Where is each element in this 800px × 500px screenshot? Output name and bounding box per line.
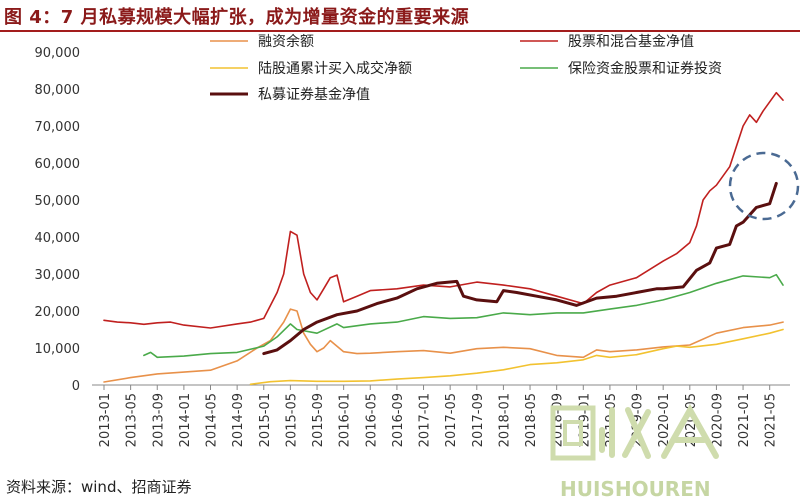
chart-title: 图 4：7 月私募规模大幅扩张，成为增量资金的重要来源: [4, 7, 470, 28]
legend-label-2: 股票和混合基金净值: [568, 33, 694, 50]
x-tick-label: 2014-09: [231, 393, 246, 447]
source-note: 资料来源：wind、招商证券: [6, 478, 192, 496]
x-tick-label: 2015-09: [311, 393, 326, 447]
x-tick-label: 2020-01: [657, 393, 672, 447]
x-tick-label: 2013-01: [98, 393, 113, 447]
y-tick-label: 90,000: [35, 46, 81, 61]
legend-label-5: 私募证券基金净值: [258, 86, 370, 103]
x-tick-label: 2016-09: [391, 393, 406, 447]
x-tick-label: 2017-09: [471, 393, 486, 447]
y-tick-label: 40,000: [35, 231, 81, 246]
watermark-logo-person: [661, 403, 719, 459]
series-line-3: [249, 328, 784, 386]
y-tick-label: 60,000: [35, 157, 81, 172]
series-line-5: [262, 181, 778, 356]
x-tick-label: 2017-01: [418, 393, 433, 447]
y-tick-label: 50,000: [35, 194, 81, 209]
series-line-1: [103, 308, 784, 383]
x-tick-label: 2018-01: [497, 393, 512, 447]
x-tick-label: 2014-01: [178, 393, 193, 447]
series-line-2: [103, 91, 784, 329]
legend-label-3: 陆股通累计买入成交净额: [258, 60, 412, 77]
y-tick-label: 80,000: [35, 83, 81, 98]
legend-label-4: 保险资金股票和证券投资: [568, 61, 722, 77]
legend-label-1: 融资余额: [258, 33, 314, 50]
x-tick-label: 2017-05: [444, 393, 459, 447]
title-divider: [0, 30, 800, 32]
x-tick-label: 2015-01: [258, 393, 273, 447]
y-tick-label: 30,000: [35, 268, 81, 283]
x-tick-label: 2021-01: [737, 393, 752, 447]
y-tick-label: 10,000: [35, 342, 81, 357]
y-tick-label: 70,000: [35, 120, 81, 135]
highlight-circle: [728, 151, 800, 221]
x-tick-label: 2014-05: [205, 393, 220, 447]
x-tick-label: 2016-05: [364, 393, 379, 447]
x-tick-label: 2016-01: [338, 393, 353, 447]
y-tick-label: 20,000: [35, 305, 81, 320]
x-tick-label: 2013-05: [125, 393, 140, 447]
series-line-4: [143, 273, 784, 359]
watermark-logo-box: [550, 405, 596, 461]
y-tick-label: 0: [72, 379, 80, 394]
watermark-logo-char: [599, 407, 651, 459]
watermark-logo-inner: [563, 420, 583, 446]
watermark-text: HUISHOUREN: [560, 477, 711, 500]
x-tick-label: 2020-05: [684, 393, 699, 447]
x-tick-label: 2013-09: [151, 393, 166, 447]
x-tick-label: 2020-09: [710, 393, 725, 447]
x-tick-label: 2021-05: [764, 393, 779, 447]
x-tick-label: 2015-05: [284, 393, 299, 447]
x-tick-label: 2018-05: [524, 393, 539, 447]
